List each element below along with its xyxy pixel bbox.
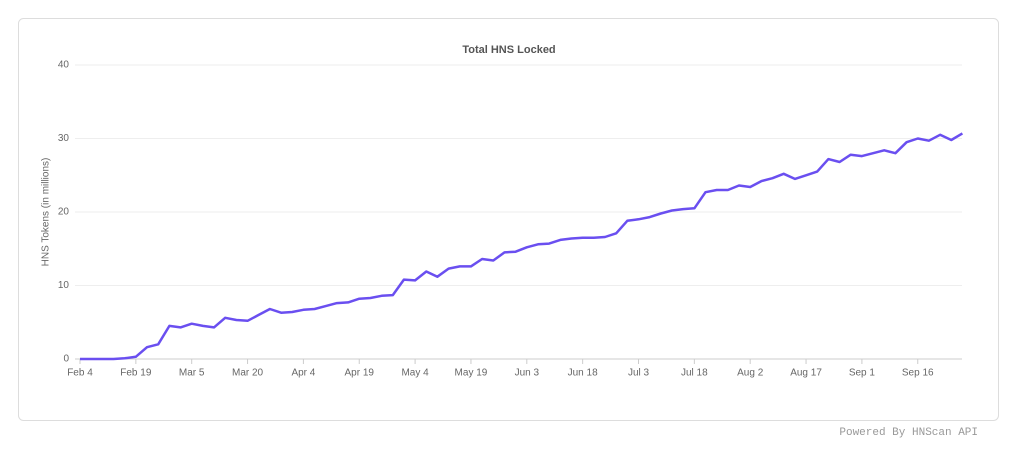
x-tick-label: Feb 4	[67, 368, 93, 379]
x-tick-label: Jul 3	[628, 368, 650, 379]
x-tick-label: Aug 2	[737, 368, 764, 379]
chart-title: Total HNS Locked	[462, 44, 555, 56]
y-tick-label: 40	[58, 60, 70, 71]
x-tick-label: Sep 1	[849, 368, 876, 379]
x-tick-label: Apr 4	[291, 368, 315, 379]
x-tick-label: Sep 16	[902, 368, 934, 379]
x-tick-label: Aug 17	[790, 368, 822, 379]
y-tick-label: 30	[58, 133, 70, 144]
x-tick-label: Jun 18	[568, 368, 598, 379]
footer: Powered By HNScan API	[839, 427, 978, 439]
x-tick-label: May 4	[401, 368, 429, 379]
x-tick-label: Feb 19	[120, 368, 152, 379]
x-tick-label: Jul 18	[681, 368, 708, 379]
x-tick-label: Mar 20	[232, 368, 264, 379]
y-axis-label: HNS Tokens (in millions)	[41, 158, 52, 267]
y-tick-label: 0	[63, 354, 69, 365]
x-tick-label: May 19	[455, 368, 488, 379]
card	[18, 18, 999, 421]
x-tick-label: Mar 5	[179, 368, 205, 379]
y-tick-label: 10	[58, 280, 70, 291]
y-tick-label: 20	[58, 207, 70, 218]
x-tick-label: Apr 19	[345, 368, 375, 379]
line	[80, 132, 964, 361]
x-tick-label: Jun 3	[515, 368, 540, 379]
